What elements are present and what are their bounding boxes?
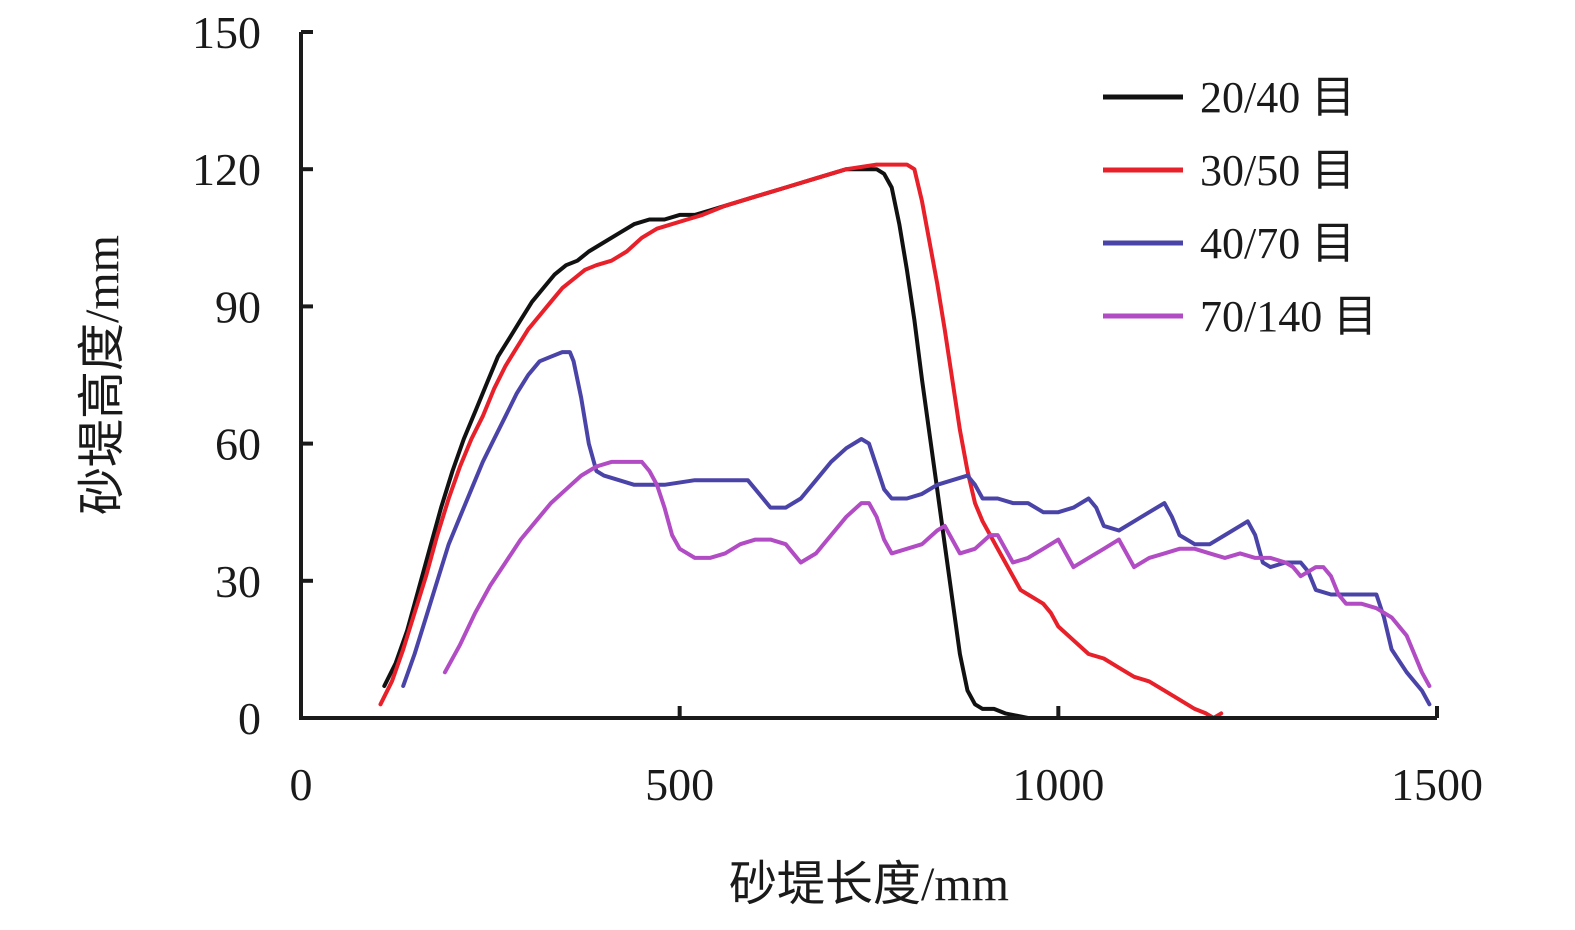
y-tick-label: 90 <box>215 281 261 332</box>
y-tick-label: 60 <box>215 419 261 470</box>
y-tick-label: 150 <box>192 7 261 58</box>
legend-label-4: 70/140 目 <box>1200 292 1377 341</box>
x-tick-label: 0 <box>290 759 313 810</box>
legend: 20/40 目 30/50 目 40/70 目 70/140 目 <box>1103 73 1377 341</box>
y-tick-label: 0 <box>238 693 261 744</box>
series-line-1 <box>382 167 1061 720</box>
plot-area <box>378 162 1432 720</box>
legend-label-3: 40/70 目 <box>1200 219 1355 268</box>
x-axis-ticks: 0 500 1000 1500 <box>290 706 1483 810</box>
x-tick-label: 1500 <box>1391 759 1483 810</box>
x-tick-label: 1000 <box>1012 759 1104 810</box>
y-axis-ticks: 0 30 60 90 120 150 <box>192 7 313 744</box>
y-axis-title: 砂堤高度/mm <box>76 235 129 515</box>
series-line-3 <box>401 350 1432 707</box>
x-axis-title: 砂堤长度/mm <box>729 858 1009 911</box>
legend-label-2: 30/50 目 <box>1200 146 1355 195</box>
y-tick-label: 120 <box>192 144 261 195</box>
legend-label-1: 20/40 目 <box>1200 73 1355 122</box>
x-tick-label: 500 <box>645 759 714 810</box>
series-line-4 <box>442 459 1432 688</box>
y-tick-label: 30 <box>215 556 261 607</box>
series-line-2 <box>378 162 1224 720</box>
